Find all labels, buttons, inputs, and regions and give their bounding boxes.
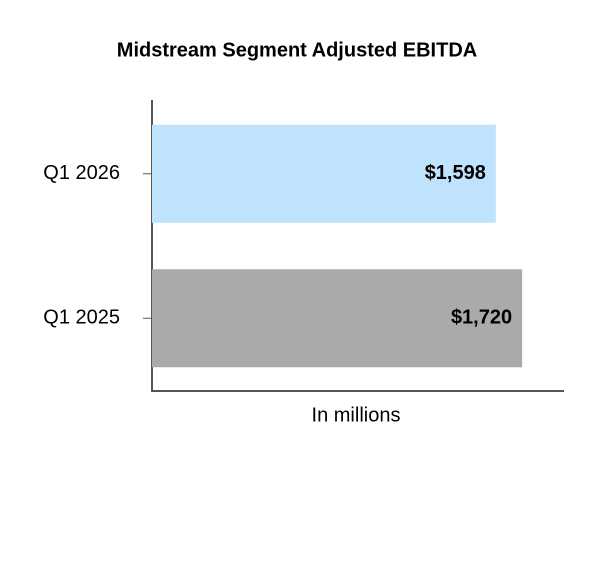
bar	[152, 124, 496, 223]
y-tick-label: Q1 2026	[43, 162, 120, 184]
y-tick-label: Q1 2025	[43, 307, 120, 329]
chart-title: Midstream Segment Adjusted EBITDA	[117, 39, 477, 61]
value-label: $1,598	[425, 162, 486, 184]
x-axis-label: In millions	[312, 404, 401, 426]
value-label: $1,720	[451, 307, 512, 329]
bar	[152, 269, 523, 368]
